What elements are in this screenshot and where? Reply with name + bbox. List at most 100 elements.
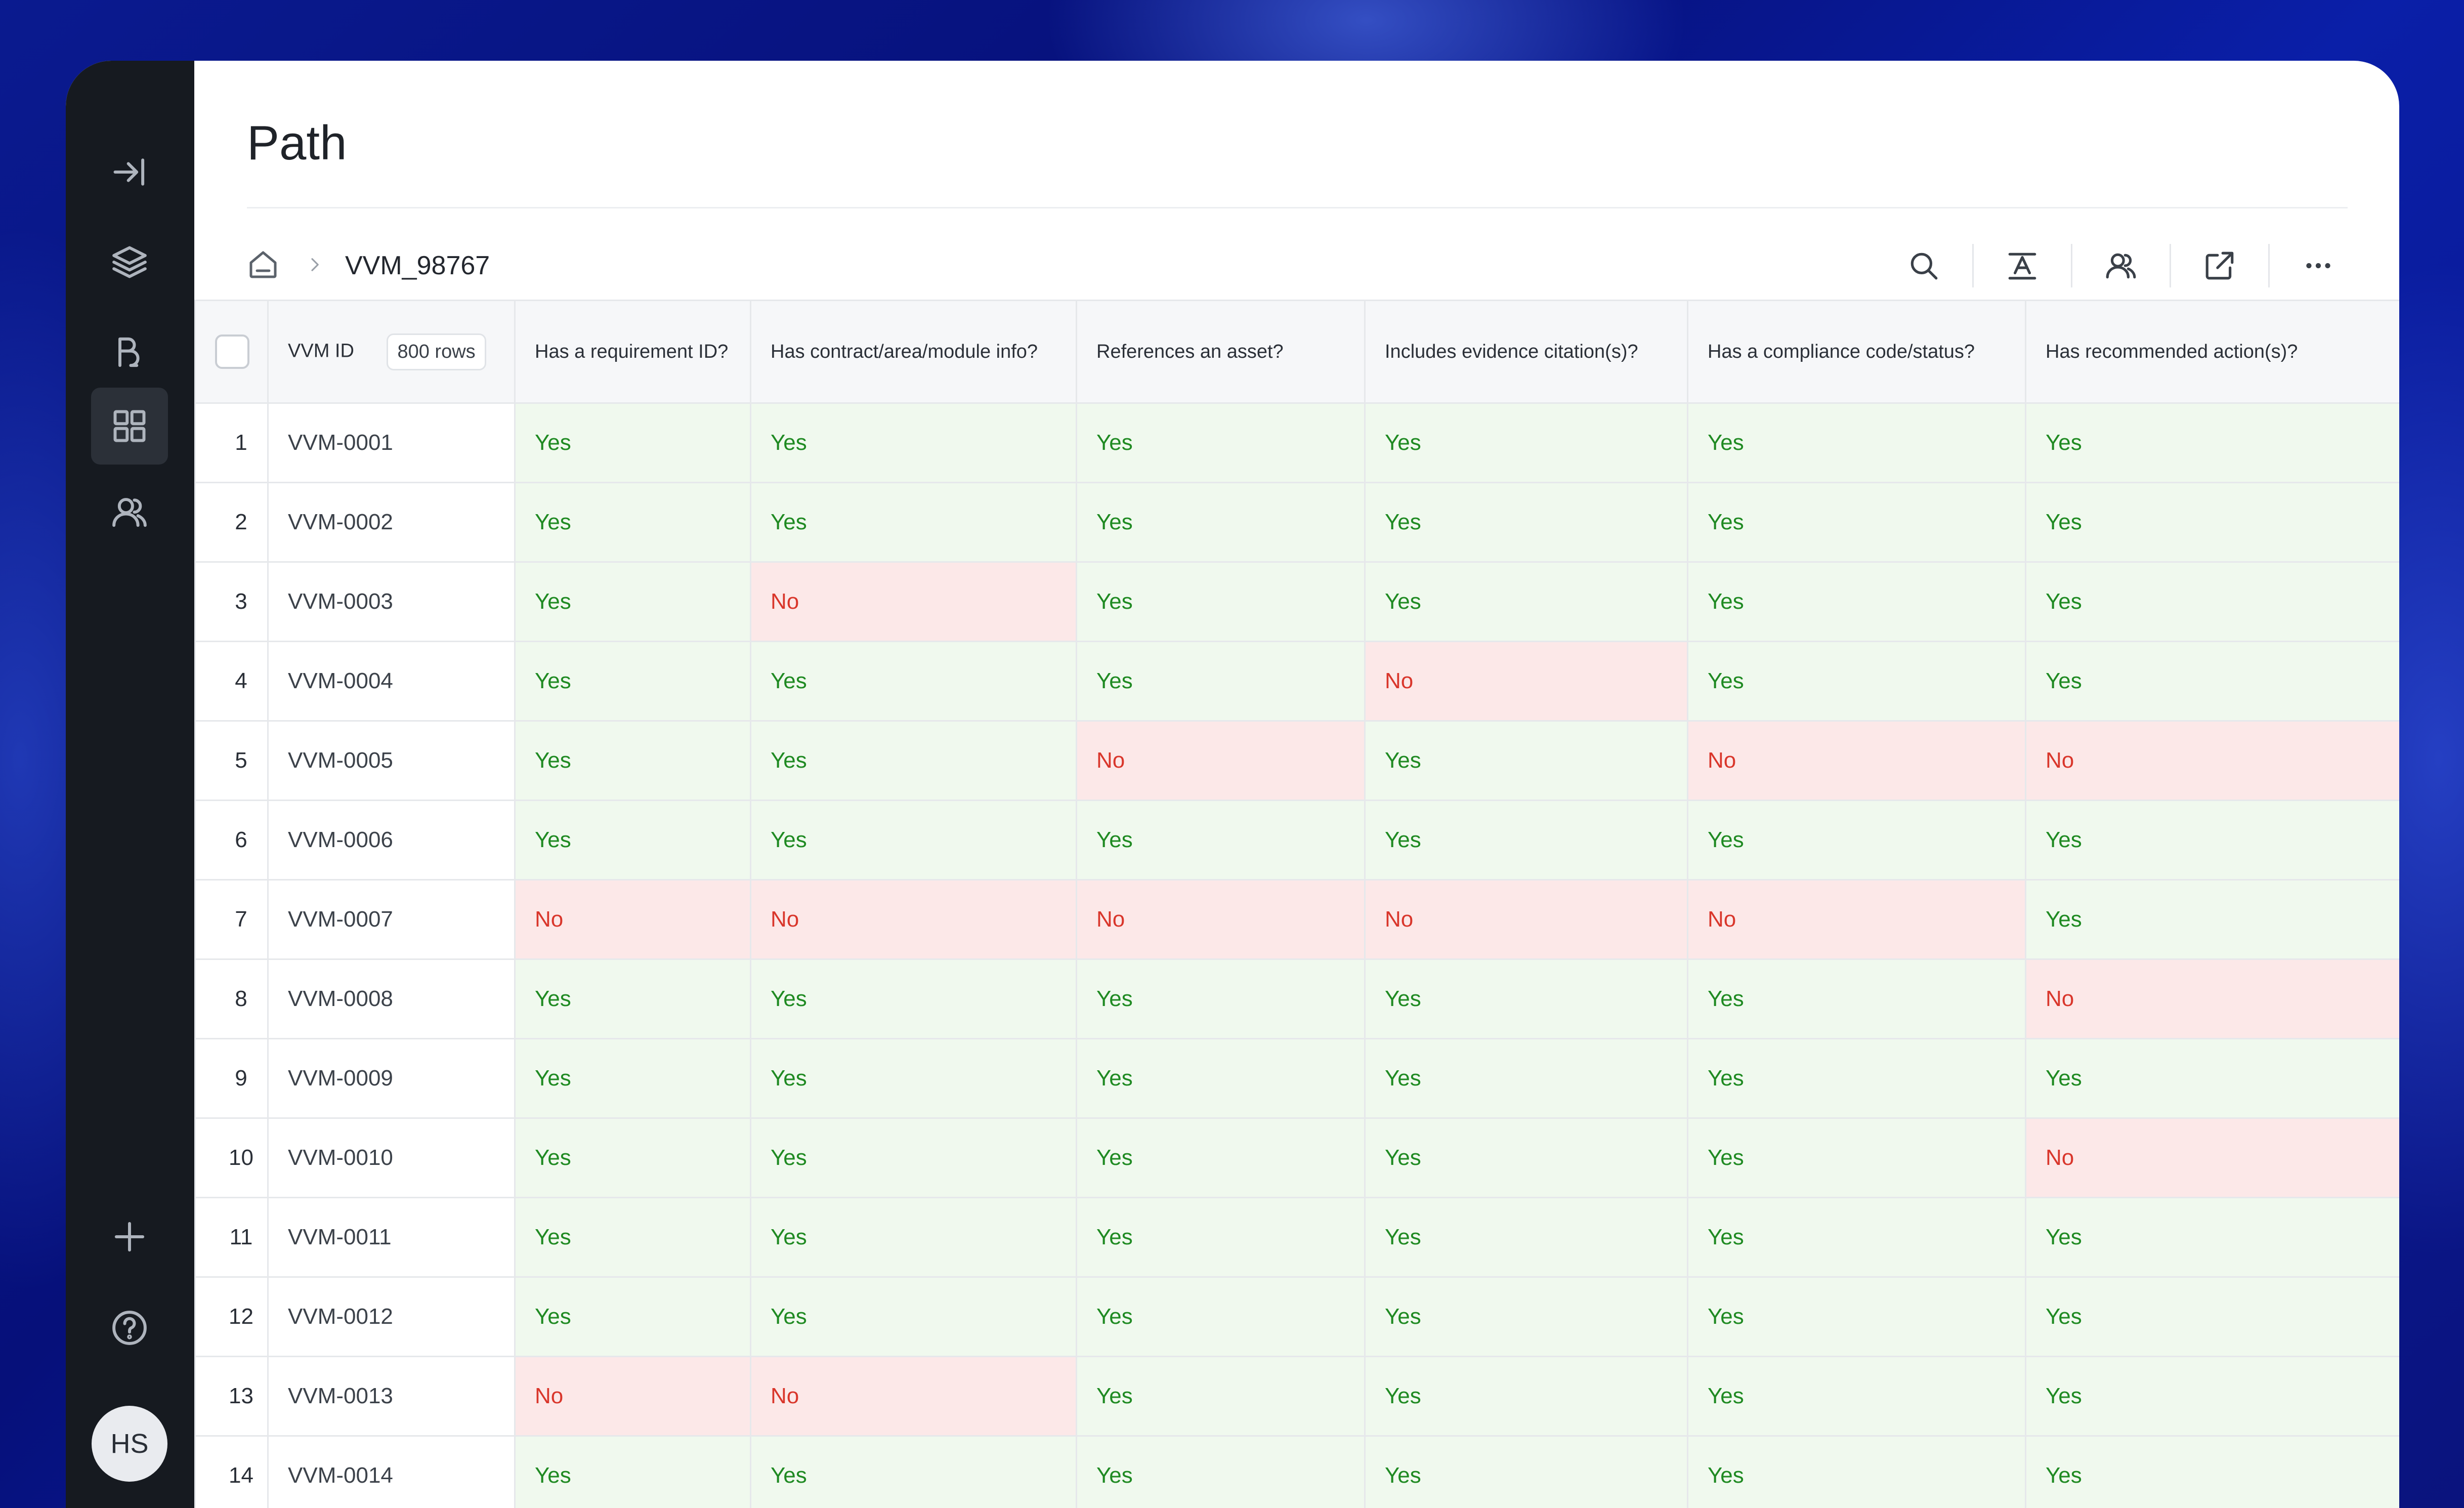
status-cell-yes[interactable]: Yes bbox=[1687, 800, 2026, 881]
status-cell-yes[interactable]: Yes bbox=[1364, 402, 1688, 483]
table-row[interactable]: 5 VVM-0005 Yes Yes No Yes No No bbox=[194, 720, 2399, 801]
status-cell-yes[interactable]: Yes bbox=[1076, 561, 1366, 642]
status-cell-yes[interactable]: Yes bbox=[750, 402, 1077, 483]
status-cell-no[interactable]: No bbox=[514, 1356, 751, 1437]
status-cell-yes[interactable]: Yes bbox=[1076, 1117, 1366, 1198]
status-cell-yes[interactable]: Yes bbox=[1076, 641, 1366, 722]
status-cell-yes[interactable]: Yes bbox=[1076, 1435, 1366, 1508]
vvm-id-cell[interactable]: VVM-0011 bbox=[267, 1197, 516, 1278]
status-cell-yes[interactable]: Yes bbox=[1364, 958, 1688, 1039]
status-cell-yes[interactable]: Yes bbox=[2025, 482, 2399, 563]
status-cell-yes[interactable]: Yes bbox=[1687, 641, 2026, 722]
status-cell-no[interactable]: No bbox=[750, 1356, 1077, 1437]
text-format-button[interactable] bbox=[1997, 240, 2048, 291]
open-external-button[interactable] bbox=[2194, 240, 2245, 291]
collapse-sidebar-button[interactable] bbox=[91, 134, 168, 211]
status-cell-yes[interactable]: Yes bbox=[514, 402, 751, 483]
status-cell-no[interactable]: No bbox=[1364, 879, 1688, 960]
status-cell-yes[interactable]: Yes bbox=[1687, 958, 2026, 1039]
status-cell-no[interactable]: No bbox=[514, 879, 751, 960]
vvm-id-cell[interactable]: VVM-0006 bbox=[267, 800, 516, 881]
status-cell-yes[interactable]: Yes bbox=[1076, 958, 1366, 1039]
vvm-id-cell[interactable]: VVM-0003 bbox=[267, 561, 516, 642]
table-row[interactable]: 4 VVM-0004 Yes Yes Yes No Yes Yes bbox=[194, 641, 2399, 722]
vvm-id-cell[interactable]: VVM-0009 bbox=[267, 1038, 516, 1119]
status-cell-yes[interactable]: Yes bbox=[1687, 561, 2026, 642]
status-cell-yes[interactable]: Yes bbox=[1364, 561, 1688, 642]
vvm-id-cell[interactable]: VVM-0007 bbox=[267, 879, 516, 960]
column-header[interactable]: Has a requirement ID? bbox=[514, 300, 751, 404]
status-cell-yes[interactable]: Yes bbox=[514, 482, 751, 563]
status-cell-yes[interactable]: Yes bbox=[750, 482, 1077, 563]
status-cell-yes[interactable]: Yes bbox=[1687, 1356, 2026, 1437]
table-row[interactable]: 7 VVM-0007 No No No No No Yes bbox=[194, 879, 2399, 960]
status-cell-yes[interactable]: Yes bbox=[2025, 561, 2399, 642]
status-cell-yes[interactable]: Yes bbox=[1364, 800, 1688, 881]
more-options-button[interactable] bbox=[2293, 240, 2344, 291]
column-header[interactable]: Has a compliance code/status? bbox=[1687, 300, 2026, 404]
status-cell-yes[interactable]: Yes bbox=[1076, 402, 1366, 483]
status-cell-yes[interactable]: Yes bbox=[750, 1276, 1077, 1357]
status-cell-yes[interactable]: Yes bbox=[2025, 1038, 2399, 1119]
help-button[interactable] bbox=[91, 1289, 168, 1366]
status-cell-yes[interactable]: Yes bbox=[750, 1435, 1077, 1508]
status-cell-no[interactable]: No bbox=[1076, 879, 1366, 960]
status-cell-yes[interactable]: Yes bbox=[1364, 482, 1688, 563]
vvm-id-cell[interactable]: VVM-0005 bbox=[267, 720, 516, 801]
status-cell-yes[interactable]: Yes bbox=[514, 1038, 751, 1119]
status-cell-yes[interactable]: Yes bbox=[750, 641, 1077, 722]
status-cell-yes[interactable]: Yes bbox=[750, 720, 1077, 801]
status-cell-yes[interactable]: Yes bbox=[2025, 402, 2399, 483]
status-cell-yes[interactable]: Yes bbox=[514, 561, 751, 642]
status-cell-yes[interactable]: Yes bbox=[1076, 482, 1366, 563]
table-row[interactable]: 10 VVM-0010 Yes Yes Yes Yes Yes No bbox=[194, 1117, 2399, 1198]
sidebar-item-workflow[interactable] bbox=[91, 314, 168, 391]
share-users-button[interactable] bbox=[2096, 240, 2146, 291]
status-cell-yes[interactable]: Yes bbox=[1076, 1276, 1366, 1357]
status-cell-yes[interactable]: Yes bbox=[750, 1117, 1077, 1198]
table-row[interactable]: 8 VVM-0008 Yes Yes Yes Yes Yes No bbox=[194, 958, 2399, 1039]
status-cell-yes[interactable]: Yes bbox=[750, 800, 1077, 881]
status-cell-no[interactable]: No bbox=[750, 561, 1077, 642]
table-row[interactable]: 14 VVM-0014 Yes Yes Yes Yes Yes Yes bbox=[194, 1435, 2399, 1508]
status-cell-yes[interactable]: Yes bbox=[1364, 1038, 1688, 1119]
status-cell-no[interactable]: No bbox=[2025, 720, 2399, 801]
status-cell-yes[interactable]: Yes bbox=[1364, 720, 1688, 801]
vvm-id-cell[interactable]: VVM-0014 bbox=[267, 1435, 516, 1508]
status-cell-yes[interactable]: Yes bbox=[1687, 1038, 2026, 1119]
status-cell-yes[interactable]: Yes bbox=[514, 1117, 751, 1198]
status-cell-yes[interactable]: Yes bbox=[514, 1435, 751, 1508]
status-cell-yes[interactable]: Yes bbox=[2025, 1197, 2399, 1278]
column-header[interactable]: Has contract/area/module info? bbox=[750, 300, 1077, 404]
status-cell-no[interactable]: No bbox=[2025, 958, 2399, 1039]
status-cell-yes[interactable]: Yes bbox=[1076, 800, 1366, 881]
table-row[interactable]: 11 VVM-0011 Yes Yes Yes Yes Yes Yes bbox=[194, 1197, 2399, 1278]
status-cell-yes[interactable]: Yes bbox=[750, 1197, 1077, 1278]
table-row[interactable]: 3 VVM-0003 Yes No Yes Yes Yes Yes bbox=[194, 561, 2399, 642]
status-cell-yes[interactable]: Yes bbox=[514, 800, 751, 881]
sidebar-item-users[interactable] bbox=[91, 474, 168, 551]
status-cell-yes[interactable]: Yes bbox=[514, 1276, 751, 1357]
table-row[interactable]: 9 VVM-0009 Yes Yes Yes Yes Yes Yes bbox=[194, 1038, 2399, 1119]
status-cell-yes[interactable]: Yes bbox=[2025, 1276, 2399, 1357]
status-cell-yes[interactable]: Yes bbox=[2025, 641, 2399, 722]
column-header[interactable]: Includes evidence citation(s)? bbox=[1364, 300, 1688, 404]
status-cell-yes[interactable]: Yes bbox=[514, 1197, 751, 1278]
status-cell-yes[interactable]: Yes bbox=[1687, 1117, 2026, 1198]
status-cell-yes[interactable]: Yes bbox=[1364, 1117, 1688, 1198]
search-button[interactable] bbox=[1898, 240, 1949, 291]
status-cell-yes[interactable]: Yes bbox=[1687, 1197, 2026, 1278]
table-row[interactable]: 13 VVM-0013 No No Yes Yes Yes Yes bbox=[194, 1356, 2399, 1437]
breadcrumb-home[interactable] bbox=[247, 248, 279, 283]
status-cell-yes[interactable]: Yes bbox=[750, 1038, 1077, 1119]
status-cell-yes[interactable]: Yes bbox=[750, 958, 1077, 1039]
table-row[interactable]: 6 VVM-0006 Yes Yes Yes Yes Yes Yes bbox=[194, 800, 2399, 881]
status-cell-yes[interactable]: Yes bbox=[1687, 1276, 2026, 1357]
vvm-id-cell[interactable]: VVM-0001 bbox=[267, 402, 516, 483]
avatar[interactable]: HS bbox=[92, 1406, 167, 1482]
status-cell-yes[interactable]: Yes bbox=[1687, 482, 2026, 563]
status-cell-yes[interactable]: Yes bbox=[514, 641, 751, 722]
sidebar-item-grid[interactable] bbox=[91, 388, 168, 465]
vvm-id-cell[interactable]: VVM-0010 bbox=[267, 1117, 516, 1198]
status-cell-yes[interactable]: Yes bbox=[1076, 1197, 1366, 1278]
